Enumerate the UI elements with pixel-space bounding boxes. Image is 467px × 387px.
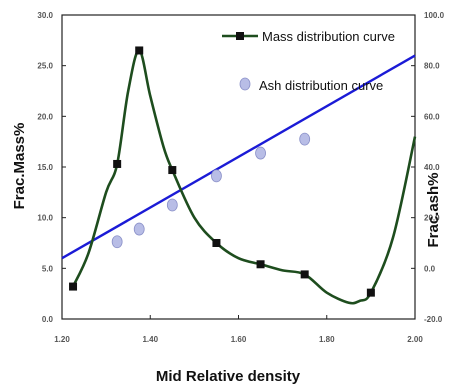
ash-trend-line <box>61 54 416 260</box>
legend-mass-marker <box>236 32 244 40</box>
x-tick-label: 1.80 <box>319 335 335 344</box>
ash-point <box>255 146 266 160</box>
y-left-tick-label: 15.0 <box>37 163 53 172</box>
mass-point <box>168 166 177 175</box>
y-right-tick-label: -20.0 <box>424 315 443 324</box>
y-right-tick-label: 100.0 <box>424 11 445 20</box>
y-right-axis-title: Frac.ash% <box>425 172 442 247</box>
y-right-tick-label: 0.0 <box>424 264 436 273</box>
y-left-tick-label: 30.0 <box>37 11 53 20</box>
x-tick-label: 1.60 <box>231 335 247 344</box>
mass-point <box>212 239 221 247</box>
ash-point <box>111 235 123 249</box>
y-right-tick-label: 20.0 <box>424 214 440 223</box>
x-axis-title: Mid Relative density <box>156 368 301 385</box>
x-tick-label: 1.40 <box>142 335 158 344</box>
mass-point <box>69 282 78 291</box>
ash-point <box>133 222 145 236</box>
legend-mass-label: Mass distribution curve <box>262 29 395 44</box>
mass-point <box>113 159 122 168</box>
x-tick-label: 2.00 <box>407 335 423 344</box>
ash-point <box>299 132 311 146</box>
y-left-tick-label: 10.0 <box>37 214 53 223</box>
mass-point <box>135 46 144 55</box>
y-left-tick-label: 20.0 <box>37 112 53 121</box>
x-tick-label: 1.20 <box>54 335 70 344</box>
legend-ash-label: Ash distribution curve <box>259 78 383 93</box>
y-left-axis-title: Frac.Mass% <box>11 123 28 210</box>
y-right-tick-label: 60.0 <box>424 112 440 121</box>
y-left-tick-label: 25.0 <box>37 62 53 71</box>
y-left-tick-label: 0.0 <box>42 315 54 324</box>
mass-point <box>256 260 265 269</box>
y-left-tick-label: 5.0 <box>42 264 54 273</box>
mass-point <box>366 288 375 297</box>
y-right-tick-label: 80.0 <box>424 62 440 71</box>
y-right-tick-label: 40.0 <box>424 163 440 172</box>
ash-point <box>166 198 178 212</box>
mass-point <box>300 270 309 279</box>
legend-ash-marker <box>239 77 251 91</box>
ash-point <box>211 169 222 183</box>
